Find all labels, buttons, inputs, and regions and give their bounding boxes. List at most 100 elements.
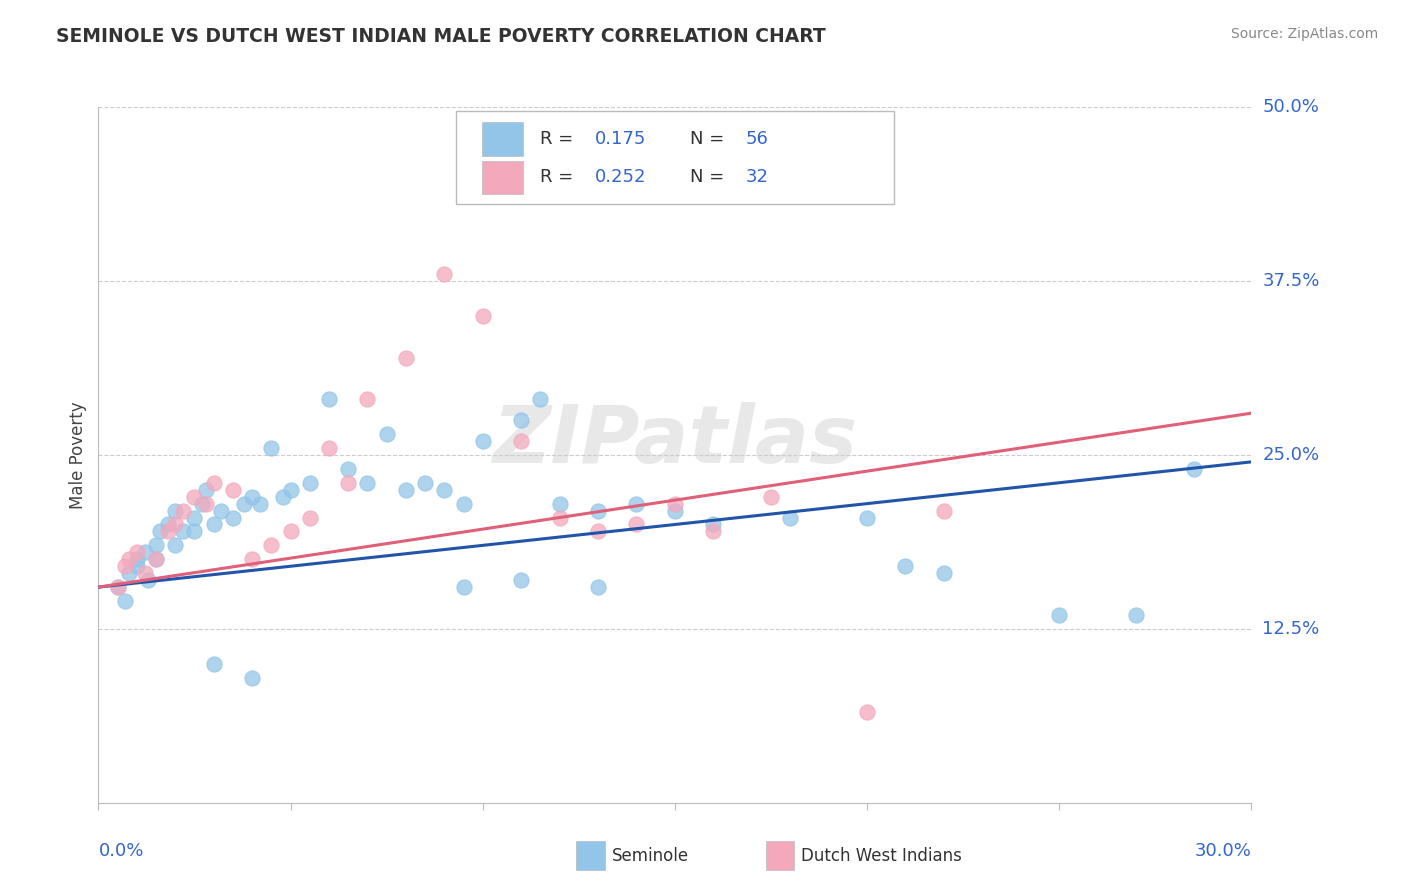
Point [471, 434, 494, 448]
Point [759, 490, 782, 504]
Point [156, 517, 179, 532]
Text: ZIPatlas: ZIPatlas [492, 402, 858, 480]
Text: Dutch West Indians: Dutch West Indians [801, 847, 962, 865]
Point [222, 483, 245, 497]
Text: 56: 56 [745, 130, 768, 148]
Point [586, 524, 609, 539]
Point [149, 524, 172, 539]
Point [240, 490, 263, 504]
Point [548, 510, 571, 524]
Text: 12.5%: 12.5% [1263, 620, 1320, 638]
Y-axis label: Male Poverty: Male Poverty [69, 401, 87, 508]
Point [145, 538, 167, 552]
Point [280, 524, 302, 539]
Point [183, 510, 205, 524]
Point [375, 427, 398, 442]
Point [233, 497, 256, 511]
Text: N =: N = [690, 130, 730, 148]
Point [118, 552, 141, 566]
Point [510, 413, 533, 427]
Point [107, 580, 129, 594]
Bar [482, 122, 523, 156]
Point [1125, 607, 1147, 622]
Point [260, 538, 283, 552]
Point [138, 573, 160, 587]
Point [395, 351, 418, 365]
Point [202, 517, 225, 532]
Point [114, 594, 136, 608]
Point [702, 524, 724, 539]
Text: 32: 32 [745, 169, 768, 186]
Point [356, 392, 378, 407]
Point [202, 475, 225, 490]
Point [664, 503, 686, 517]
Text: 25.0%: 25.0% [1263, 446, 1320, 464]
Point [260, 441, 283, 455]
Point [337, 462, 360, 476]
Point [779, 510, 801, 524]
Point [240, 552, 263, 566]
Point [145, 552, 167, 566]
Point [471, 309, 494, 323]
Text: R =: R = [540, 130, 579, 148]
Point [222, 510, 245, 524]
Point [626, 517, 648, 532]
Point [114, 559, 136, 574]
Point [125, 545, 148, 559]
Point [586, 503, 609, 517]
Point [172, 503, 194, 517]
Point [433, 267, 456, 281]
Text: Seminole: Seminole [612, 847, 689, 865]
Point [337, 475, 360, 490]
Point [118, 566, 141, 581]
Point [165, 503, 187, 517]
Text: 30.0%: 30.0% [1195, 842, 1251, 860]
Point [134, 566, 156, 581]
Point [932, 566, 955, 581]
Text: 50.0%: 50.0% [1263, 98, 1319, 116]
Point [125, 552, 148, 566]
Point [318, 392, 340, 407]
Point [433, 483, 456, 497]
Text: N =: N = [690, 169, 730, 186]
Point [298, 475, 321, 490]
Point [510, 434, 533, 448]
Text: 37.5%: 37.5% [1263, 272, 1320, 290]
Point [183, 524, 205, 539]
Point [1182, 462, 1205, 476]
Point [298, 510, 321, 524]
Text: R =: R = [540, 169, 579, 186]
Point [894, 559, 917, 574]
Point [856, 510, 879, 524]
Point [134, 545, 156, 559]
Point [191, 497, 214, 511]
Point [165, 517, 187, 532]
Point [202, 657, 225, 671]
Text: SEMINOLE VS DUTCH WEST INDIAN MALE POVERTY CORRELATION CHART: SEMINOLE VS DUTCH WEST INDIAN MALE POVER… [56, 27, 825, 45]
Text: 0.175: 0.175 [595, 130, 647, 148]
Point [702, 517, 724, 532]
Point [548, 497, 571, 511]
Point [510, 573, 533, 587]
Point [626, 497, 648, 511]
Point [172, 524, 194, 539]
Text: 0.0%: 0.0% [98, 842, 143, 860]
Point [932, 503, 955, 517]
Point [107, 580, 129, 594]
Point [249, 497, 271, 511]
Text: 0.252: 0.252 [595, 169, 647, 186]
Point [664, 497, 686, 511]
Point [271, 490, 294, 504]
Point [453, 497, 475, 511]
Point [183, 490, 205, 504]
Text: Source: ZipAtlas.com: Source: ZipAtlas.com [1230, 27, 1378, 41]
Point [156, 524, 179, 539]
Point [125, 559, 148, 574]
Point [856, 706, 879, 720]
FancyBboxPatch shape [456, 111, 894, 204]
Point [195, 497, 218, 511]
Point [165, 538, 187, 552]
Point [413, 475, 436, 490]
Point [318, 441, 340, 455]
Point [240, 671, 263, 685]
